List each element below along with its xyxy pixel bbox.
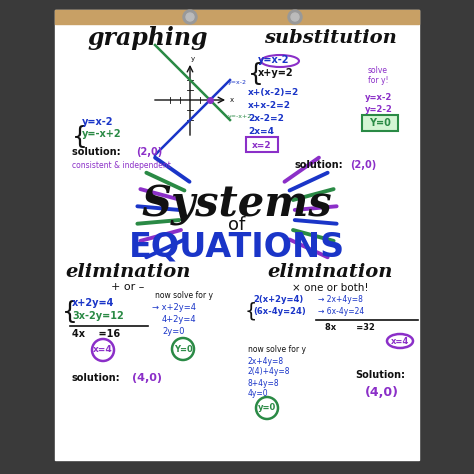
Text: elimination: elimination	[65, 263, 191, 281]
Text: now solve for y: now solve for y	[155, 292, 213, 301]
Text: {: {	[248, 62, 264, 86]
Text: y=x-2: y=x-2	[228, 80, 247, 84]
Text: y=-x+2: y=-x+2	[82, 129, 122, 139]
Text: → x+2y=4: → x+2y=4	[152, 303, 196, 312]
Text: y=0: y=0	[258, 403, 276, 412]
Text: y=2-2: y=2-2	[365, 104, 393, 113]
Text: solution:: solution:	[72, 373, 120, 383]
Text: y=x-2: y=x-2	[258, 55, 290, 65]
Text: 4x    =16: 4x =16	[72, 329, 120, 339]
Text: for y!: for y!	[368, 75, 389, 84]
Text: 2x-2=2: 2x-2=2	[248, 113, 284, 122]
Text: 2(x+2y=4): 2(x+2y=4)	[253, 295, 303, 304]
Text: 3x-2y=12: 3x-2y=12	[72, 311, 124, 321]
Text: y=x-2: y=x-2	[82, 117, 113, 127]
Text: × one or both!: × one or both!	[292, 283, 368, 293]
Text: 8x       =32: 8x =32	[325, 323, 375, 332]
Text: 4y=0: 4y=0	[248, 390, 269, 399]
Text: y: y	[191, 56, 195, 62]
Circle shape	[291, 13, 299, 21]
Circle shape	[186, 13, 194, 21]
Text: graphing: graphing	[88, 26, 208, 50]
Text: 8+4y=8: 8+4y=8	[248, 379, 280, 388]
Circle shape	[183, 10, 197, 24]
Text: + or –: + or –	[111, 282, 145, 292]
Text: y=-x+2: y=-x+2	[228, 113, 252, 118]
Text: 4+2y=4: 4+2y=4	[162, 316, 197, 325]
Text: solve: solve	[368, 65, 388, 74]
Text: {: {	[62, 300, 78, 324]
Text: (6x-4y=24): (6x-4y=24)	[253, 308, 306, 317]
Text: 2x+4y=8: 2x+4y=8	[248, 356, 284, 365]
Text: {: {	[245, 302, 257, 321]
Text: EQUATIONS: EQUATIONS	[129, 230, 345, 264]
Text: Y=0: Y=0	[173, 345, 192, 354]
FancyBboxPatch shape	[362, 115, 398, 131]
Text: {: {	[72, 125, 88, 149]
Text: 2y=0: 2y=0	[162, 328, 184, 337]
Text: Solution:: Solution:	[355, 370, 405, 380]
Text: x=2: x=2	[252, 140, 272, 149]
Bar	[55, 10, 419, 24]
Text: Y=0: Y=0	[369, 118, 391, 128]
Text: y=x-2: y=x-2	[365, 92, 392, 101]
Text: solution:: solution:	[72, 147, 124, 157]
Text: (4,0): (4,0)	[365, 385, 399, 399]
Text: consistent & independent: consistent & independent	[72, 161, 171, 170]
Text: of: of	[228, 216, 246, 234]
Text: 2(4)+4y=8: 2(4)+4y=8	[248, 367, 291, 376]
Text: x=4: x=4	[93, 346, 113, 355]
Text: (2,0): (2,0)	[136, 147, 162, 157]
Text: (2,0): (2,0)	[350, 160, 376, 170]
Text: x+y=2: x+y=2	[258, 68, 293, 78]
Text: → 2x+4y=8: → 2x+4y=8	[318, 294, 363, 303]
Text: x+2y=4: x+2y=4	[72, 298, 114, 308]
Text: x=4: x=4	[391, 337, 409, 346]
Text: → 6x-4y=24: → 6x-4y=24	[318, 307, 364, 316]
Circle shape	[288, 10, 302, 24]
Bar	[55, 10, 419, 460]
Text: x+(x-2)=2: x+(x-2)=2	[248, 88, 299, 97]
Text: substitution: substitution	[264, 29, 396, 47]
Text: elimination: elimination	[267, 263, 392, 281]
Text: solution:: solution:	[295, 160, 344, 170]
Text: now solve for y: now solve for y	[248, 346, 306, 355]
Text: (4,0): (4,0)	[132, 373, 162, 383]
Text: x+x-2=2: x+x-2=2	[248, 100, 291, 109]
Text: x: x	[230, 97, 234, 103]
Text: 2x=4: 2x=4	[248, 127, 274, 136]
Text: Systems: Systems	[142, 184, 332, 226]
